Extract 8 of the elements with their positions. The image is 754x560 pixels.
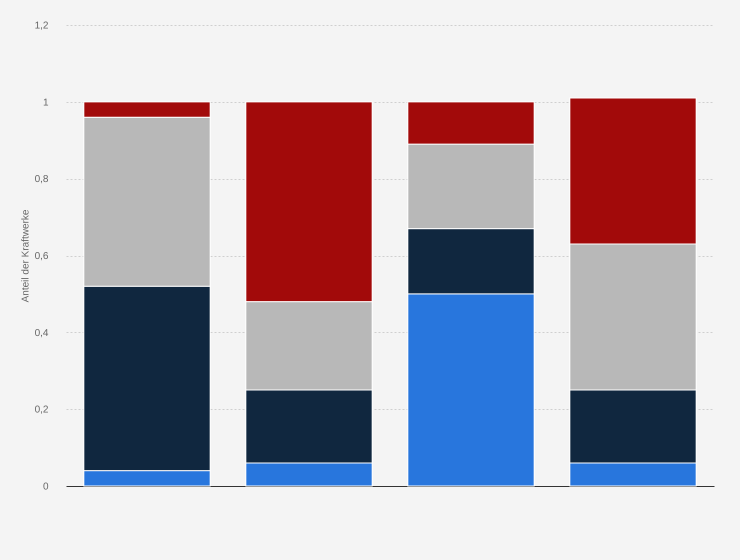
y-tick-label: 0,8: [34, 174, 49, 186]
y-tick-label: 0,4: [34, 328, 49, 339]
y-tick-label: 1,2: [34, 20, 49, 32]
y-tick-label: 0,2: [34, 404, 49, 416]
y-tick-label: 1: [42, 97, 49, 108]
y-tick-label: 0: [42, 482, 49, 492]
y-tick-label: 0,6: [34, 251, 49, 262]
y-axis-title: Anteil der Kraftwerke: [20, 209, 32, 302]
